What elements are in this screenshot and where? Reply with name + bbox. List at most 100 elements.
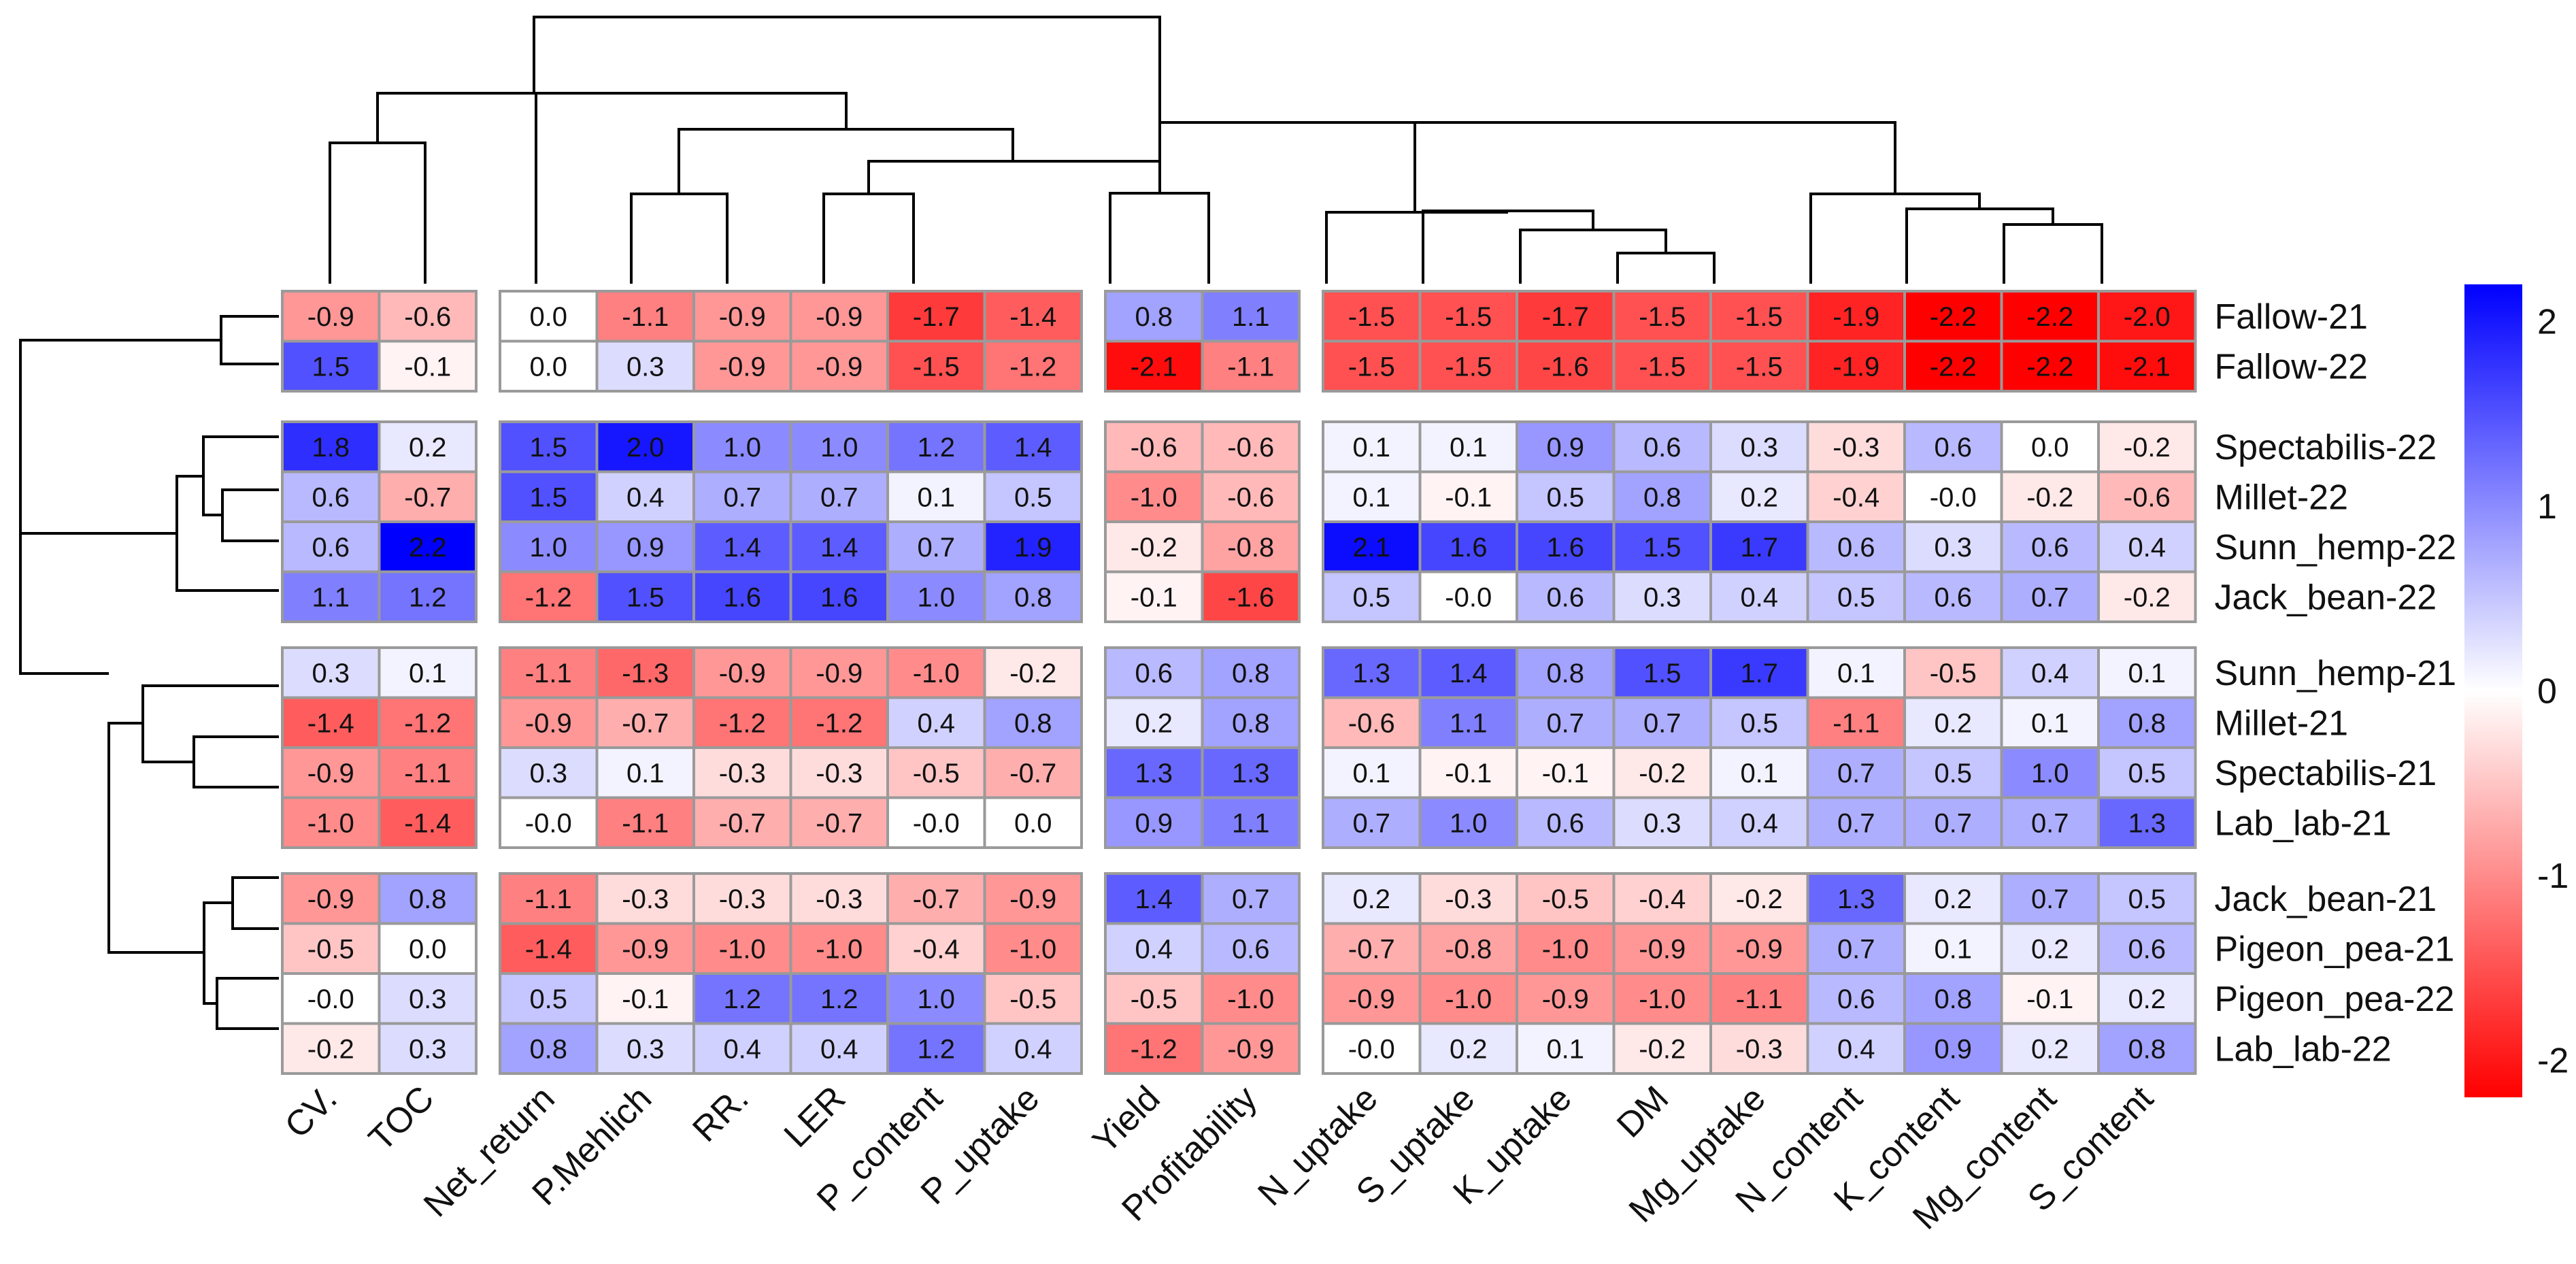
row-label: Fallow-21 bbox=[2215, 297, 2368, 337]
heatmap-cell-value: -0.1 bbox=[1445, 482, 1492, 512]
heatmap-cell-value: -1.1 bbox=[525, 659, 572, 688]
heatmap-cell-value: 1.5 bbox=[1643, 659, 1682, 688]
heatmap-cell-value: 0.7 bbox=[820, 482, 858, 512]
heatmap-cell-value: -0.9 bbox=[525, 708, 572, 738]
heatmap-cell-value: -0.9 bbox=[1227, 1034, 1274, 1064]
heatmap-cell-value: -0.6 bbox=[1227, 433, 1274, 463]
heatmap-cell-value: -0.2 bbox=[1131, 533, 1177, 563]
heatmap-panel-border bbox=[1104, 646, 1301, 849]
heatmap-cell-value: 0.2 bbox=[2128, 984, 2166, 1014]
heatmap-cell-value: 0.2 bbox=[1934, 708, 1972, 738]
heatmap-cell-value: 0.6 bbox=[1643, 433, 1682, 463]
heatmap-cell-value: 0.4 bbox=[1837, 1034, 1875, 1064]
heatmap-cell-value: 1.6 bbox=[820, 582, 858, 612]
heatmap-cell bbox=[1104, 746, 1204, 799]
heatmap-cell-value: 0.7 bbox=[1232, 884, 1270, 914]
heatmap-cell bbox=[1709, 570, 1809, 623]
heatmap-cell-value: 1.3 bbox=[1232, 759, 1270, 788]
heatmap-cell-value: 1.1 bbox=[1232, 302, 1270, 332]
color-legend-ticks: 2 1 0 -1 -2 bbox=[2537, 302, 2569, 1080]
heatmap-cell bbox=[1418, 520, 1518, 573]
heatmap-cell-value: -1.5 bbox=[1736, 352, 1783, 382]
heatmap-cell-value: -0.0 bbox=[1930, 482, 1977, 512]
heatmap-cell bbox=[692, 796, 792, 849]
heatmap-cell-value: 1.5 bbox=[529, 433, 567, 463]
heatmap-cell-value: 0.7 bbox=[2031, 808, 2069, 838]
heatmap-cell bbox=[2000, 872, 2100, 925]
heatmap-cell-value: 0.8 bbox=[1643, 482, 1682, 512]
heatmap-cell bbox=[1201, 339, 1301, 393]
heatmap-cell bbox=[499, 1022, 599, 1075]
heatmap-cell-value: 1.5 bbox=[1643, 533, 1682, 563]
heatmap-cell-value: -0.7 bbox=[404, 482, 451, 512]
heatmap-cell-value: -0.5 bbox=[307, 934, 354, 964]
heatmap-cell-value: 1.6 bbox=[1450, 533, 1488, 563]
heatmap-cell-value: 0.5 bbox=[1934, 759, 1972, 788]
heatmap-cell-value: 0.7 bbox=[1837, 934, 1875, 964]
heatmap-cell-value: -1.5 bbox=[1445, 302, 1492, 332]
heatmap-cell bbox=[1201, 696, 1301, 749]
column-label: CV. bbox=[278, 1078, 345, 1146]
heatmap-cell-value: 0.4 bbox=[1740, 582, 1778, 612]
heatmap-panel-border bbox=[1322, 420, 2197, 623]
heatmap-cell-value: -0.9 bbox=[719, 352, 766, 382]
heatmap-cell-value: -1.2 bbox=[719, 708, 766, 738]
heatmap-panel-border bbox=[281, 420, 478, 623]
heatmap-cell-value: -1.0 bbox=[913, 659, 960, 688]
heatmap-cell bbox=[1201, 922, 1301, 975]
column-label: Yield bbox=[1085, 1078, 1167, 1161]
heatmap-cell-value: 0.7 bbox=[1934, 808, 1972, 838]
heatmap-cell bbox=[1612, 646, 1712, 699]
heatmap-cell-value: 0.3 bbox=[1643, 808, 1682, 838]
heatmap-cell bbox=[983, 570, 1083, 623]
heatmap-cell-value: 0.9 bbox=[1135, 808, 1173, 838]
heatmap-cell-value: -0.2 bbox=[1736, 884, 1783, 914]
heatmap-cell bbox=[2000, 1022, 2100, 1075]
heatmap-cell-value: -1.6 bbox=[1542, 352, 1589, 382]
heatmap-cell bbox=[1612, 1022, 1712, 1075]
heatmap-cell-value: 0.6 bbox=[2031, 533, 2069, 563]
heatmap-cell-value: 0.0 bbox=[529, 302, 567, 332]
heatmap-cell-value: -1.5 bbox=[1348, 352, 1395, 382]
heatmap-cell-value: 0.6 bbox=[312, 533, 350, 563]
heatmap-cell-value: 0.3 bbox=[1740, 433, 1778, 463]
heatmap-cell-value: -1.0 bbox=[1131, 482, 1177, 512]
heatmap-cell-value: -0.9 bbox=[1009, 884, 1056, 914]
heatmap-cell-value: 1.4 bbox=[1450, 659, 1488, 688]
row-label: Pigeon_pea-22 bbox=[2215, 980, 2455, 1019]
heatmap-cell-value: 0.2 bbox=[409, 433, 447, 463]
heatmap-cell bbox=[1516, 646, 1616, 699]
heatmap-cell-value: -1.1 bbox=[404, 759, 451, 788]
heatmap-cell bbox=[2000, 646, 2100, 699]
heatmap-cell-value: -1.5 bbox=[913, 352, 960, 382]
heatmap-cell-value: -0.0 bbox=[307, 984, 354, 1014]
heatmap-cell-value: -1.1 bbox=[622, 302, 669, 332]
heatmap-cell-value: -1.5 bbox=[1639, 302, 1686, 332]
heatmap-cell bbox=[1806, 872, 1906, 925]
heatmap-cell-value: -0.5 bbox=[1131, 984, 1177, 1014]
heatmap-cell bbox=[1709, 420, 1809, 473]
heatmap-cell-value: 1.5 bbox=[626, 582, 665, 612]
heatmap-cell-value: -0.6 bbox=[404, 302, 451, 332]
heatmap-cell-value: -1.1 bbox=[1833, 708, 1879, 738]
heatmap-cell bbox=[1516, 520, 1616, 573]
heatmap-cell-value: -0.1 bbox=[1445, 759, 1492, 788]
heatmap-cell-value: -0.9 bbox=[1348, 984, 1395, 1014]
heatmap-cell-value: 0.7 bbox=[723, 482, 761, 512]
heatmap-cell bbox=[2097, 290, 2197, 343]
heatmap-cell-value: -0.0 bbox=[1348, 1034, 1395, 1064]
heatmap-cell-value: -1.0 bbox=[1009, 934, 1056, 964]
heatmap-cell-value: 1.2 bbox=[409, 582, 447, 612]
heatmap-cell-value: 2.0 bbox=[626, 433, 665, 463]
heatmap-cell bbox=[983, 922, 1083, 975]
heatmap-cell-value: 0.8 bbox=[2128, 708, 2166, 738]
heatmap-cell-value: -0.2 bbox=[2026, 482, 2073, 512]
row-label: Jack_bean-21 bbox=[2215, 880, 2437, 919]
heatmap-cell-value: -0.9 bbox=[1542, 984, 1589, 1014]
heatmap-cell-value: 0.8 bbox=[1135, 302, 1173, 332]
heatmap-cell-value: 1.7 bbox=[1740, 533, 1778, 563]
heatmap-cell-value: 1.8 bbox=[312, 433, 350, 463]
heatmap-cell bbox=[1903, 470, 2003, 523]
heatmap-cell bbox=[2000, 339, 2100, 393]
heatmap-cell-value: 0.7 bbox=[1643, 708, 1682, 738]
